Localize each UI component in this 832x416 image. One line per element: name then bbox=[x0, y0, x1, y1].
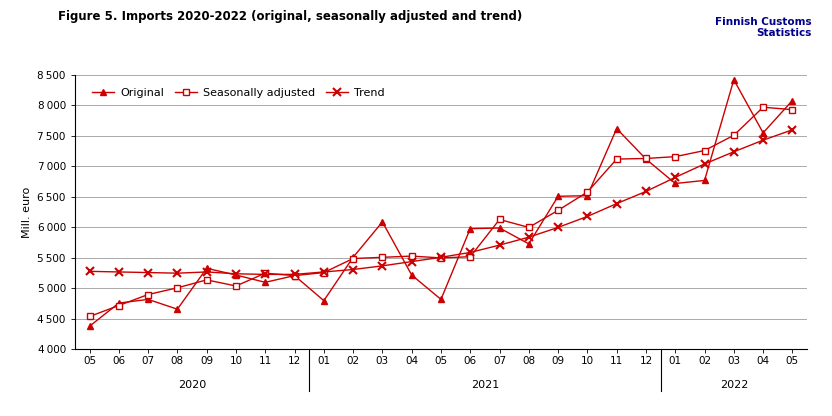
Trend bbox=[348, 267, 358, 272]
Seasonally adjusted bbox=[290, 273, 300, 278]
Original bbox=[494, 225, 504, 230]
Trend bbox=[524, 235, 534, 240]
Original bbox=[582, 193, 592, 198]
Trend bbox=[172, 271, 182, 276]
Original bbox=[201, 266, 211, 271]
Trend bbox=[436, 255, 446, 260]
Trend bbox=[378, 263, 388, 268]
Original bbox=[553, 194, 563, 199]
Original bbox=[319, 298, 329, 303]
Y-axis label: Mill. euro: Mill. euro bbox=[22, 186, 32, 238]
Seasonally adjusted bbox=[143, 292, 153, 297]
Trend bbox=[319, 270, 329, 275]
Seasonally adjusted bbox=[582, 190, 592, 195]
Original bbox=[758, 130, 768, 135]
Text: 2022: 2022 bbox=[720, 380, 748, 390]
Line: Seasonally adjusted: Seasonally adjusted bbox=[86, 104, 796, 320]
Original bbox=[407, 272, 417, 277]
Trend bbox=[553, 225, 563, 230]
Seasonally adjusted bbox=[641, 156, 651, 161]
Trend bbox=[494, 243, 504, 248]
Original bbox=[729, 77, 739, 82]
Original bbox=[641, 156, 651, 161]
Seasonally adjusted bbox=[407, 254, 417, 259]
Legend: Original, Seasonally adjusted, Trend: Original, Seasonally adjusted, Trend bbox=[87, 83, 389, 102]
Seasonally adjusted bbox=[348, 256, 358, 261]
Original bbox=[378, 219, 388, 224]
Trend bbox=[641, 189, 651, 194]
Seasonally adjusted bbox=[729, 133, 739, 138]
Trend bbox=[114, 270, 124, 275]
Trend bbox=[582, 214, 592, 219]
Line: Original: Original bbox=[86, 76, 796, 330]
Text: 2021: 2021 bbox=[471, 380, 499, 390]
Trend bbox=[787, 127, 797, 132]
Seasonally adjusted bbox=[700, 148, 710, 153]
Original bbox=[143, 297, 153, 302]
Seasonally adjusted bbox=[172, 285, 182, 290]
Original bbox=[612, 126, 622, 131]
Seasonally adjusted bbox=[260, 271, 270, 276]
Trend bbox=[407, 259, 417, 264]
Original bbox=[787, 98, 797, 103]
Trend bbox=[671, 175, 681, 180]
Trend bbox=[201, 270, 211, 275]
Trend bbox=[729, 149, 739, 154]
Original bbox=[290, 273, 300, 278]
Original bbox=[260, 280, 270, 285]
Original bbox=[436, 297, 446, 302]
Original bbox=[524, 241, 534, 246]
Text: Figure 5. Imports 2020-2022 (original, seasonally adjusted and trend): Figure 5. Imports 2020-2022 (original, s… bbox=[58, 10, 522, 23]
Original bbox=[671, 181, 681, 186]
Seasonally adjusted bbox=[524, 225, 534, 230]
Line: Trend: Trend bbox=[86, 126, 796, 279]
Trend bbox=[758, 138, 768, 143]
Seasonally adjusted bbox=[319, 270, 329, 275]
Trend bbox=[290, 272, 300, 277]
Seasonally adjusted bbox=[378, 255, 388, 260]
Original bbox=[231, 272, 241, 277]
Text: 2020: 2020 bbox=[178, 380, 206, 390]
Trend bbox=[85, 269, 95, 274]
Trend bbox=[465, 250, 475, 255]
Seasonally adjusted bbox=[758, 105, 768, 110]
Seasonally adjusted bbox=[494, 217, 504, 222]
Seasonally adjusted bbox=[201, 277, 211, 282]
Seasonally adjusted bbox=[231, 283, 241, 288]
Original bbox=[114, 301, 124, 306]
Trend bbox=[260, 272, 270, 277]
Original bbox=[348, 255, 358, 260]
Seasonally adjusted bbox=[85, 314, 95, 319]
Seasonally adjusted bbox=[612, 156, 622, 161]
Seasonally adjusted bbox=[553, 208, 563, 213]
Original bbox=[465, 226, 475, 231]
Original bbox=[700, 178, 710, 183]
Original bbox=[85, 324, 95, 329]
Trend bbox=[143, 270, 153, 275]
Original bbox=[172, 307, 182, 312]
Text: Finnish Customs
Statistics: Finnish Customs Statistics bbox=[715, 17, 811, 38]
Seasonally adjusted bbox=[114, 303, 124, 308]
Trend bbox=[231, 271, 241, 276]
Trend bbox=[612, 201, 622, 206]
Seasonally adjusted bbox=[671, 154, 681, 159]
Trend bbox=[700, 161, 710, 166]
Seasonally adjusted bbox=[787, 107, 797, 112]
Seasonally adjusted bbox=[465, 254, 475, 259]
Seasonally adjusted bbox=[436, 255, 446, 260]
